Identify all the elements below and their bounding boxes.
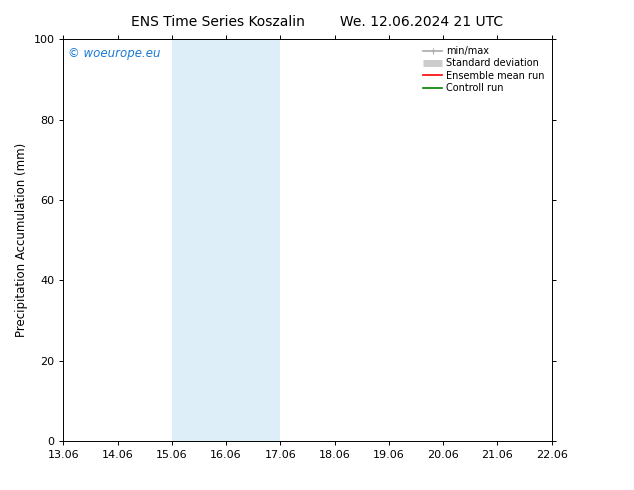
Legend: min/max, Standard deviation, Ensemble mean run, Controll run: min/max, Standard deviation, Ensemble me… xyxy=(421,44,547,95)
Text: © woeurope.eu: © woeurope.eu xyxy=(68,47,161,60)
Y-axis label: Precipitation Accumulation (mm): Precipitation Accumulation (mm) xyxy=(15,143,28,337)
Bar xyxy=(226,39,280,441)
Bar xyxy=(552,39,579,441)
Text: ENS Time Series Koszalin        We. 12.06.2024 21 UTC: ENS Time Series Koszalin We. 12.06.2024 … xyxy=(131,15,503,29)
Bar xyxy=(172,39,226,441)
